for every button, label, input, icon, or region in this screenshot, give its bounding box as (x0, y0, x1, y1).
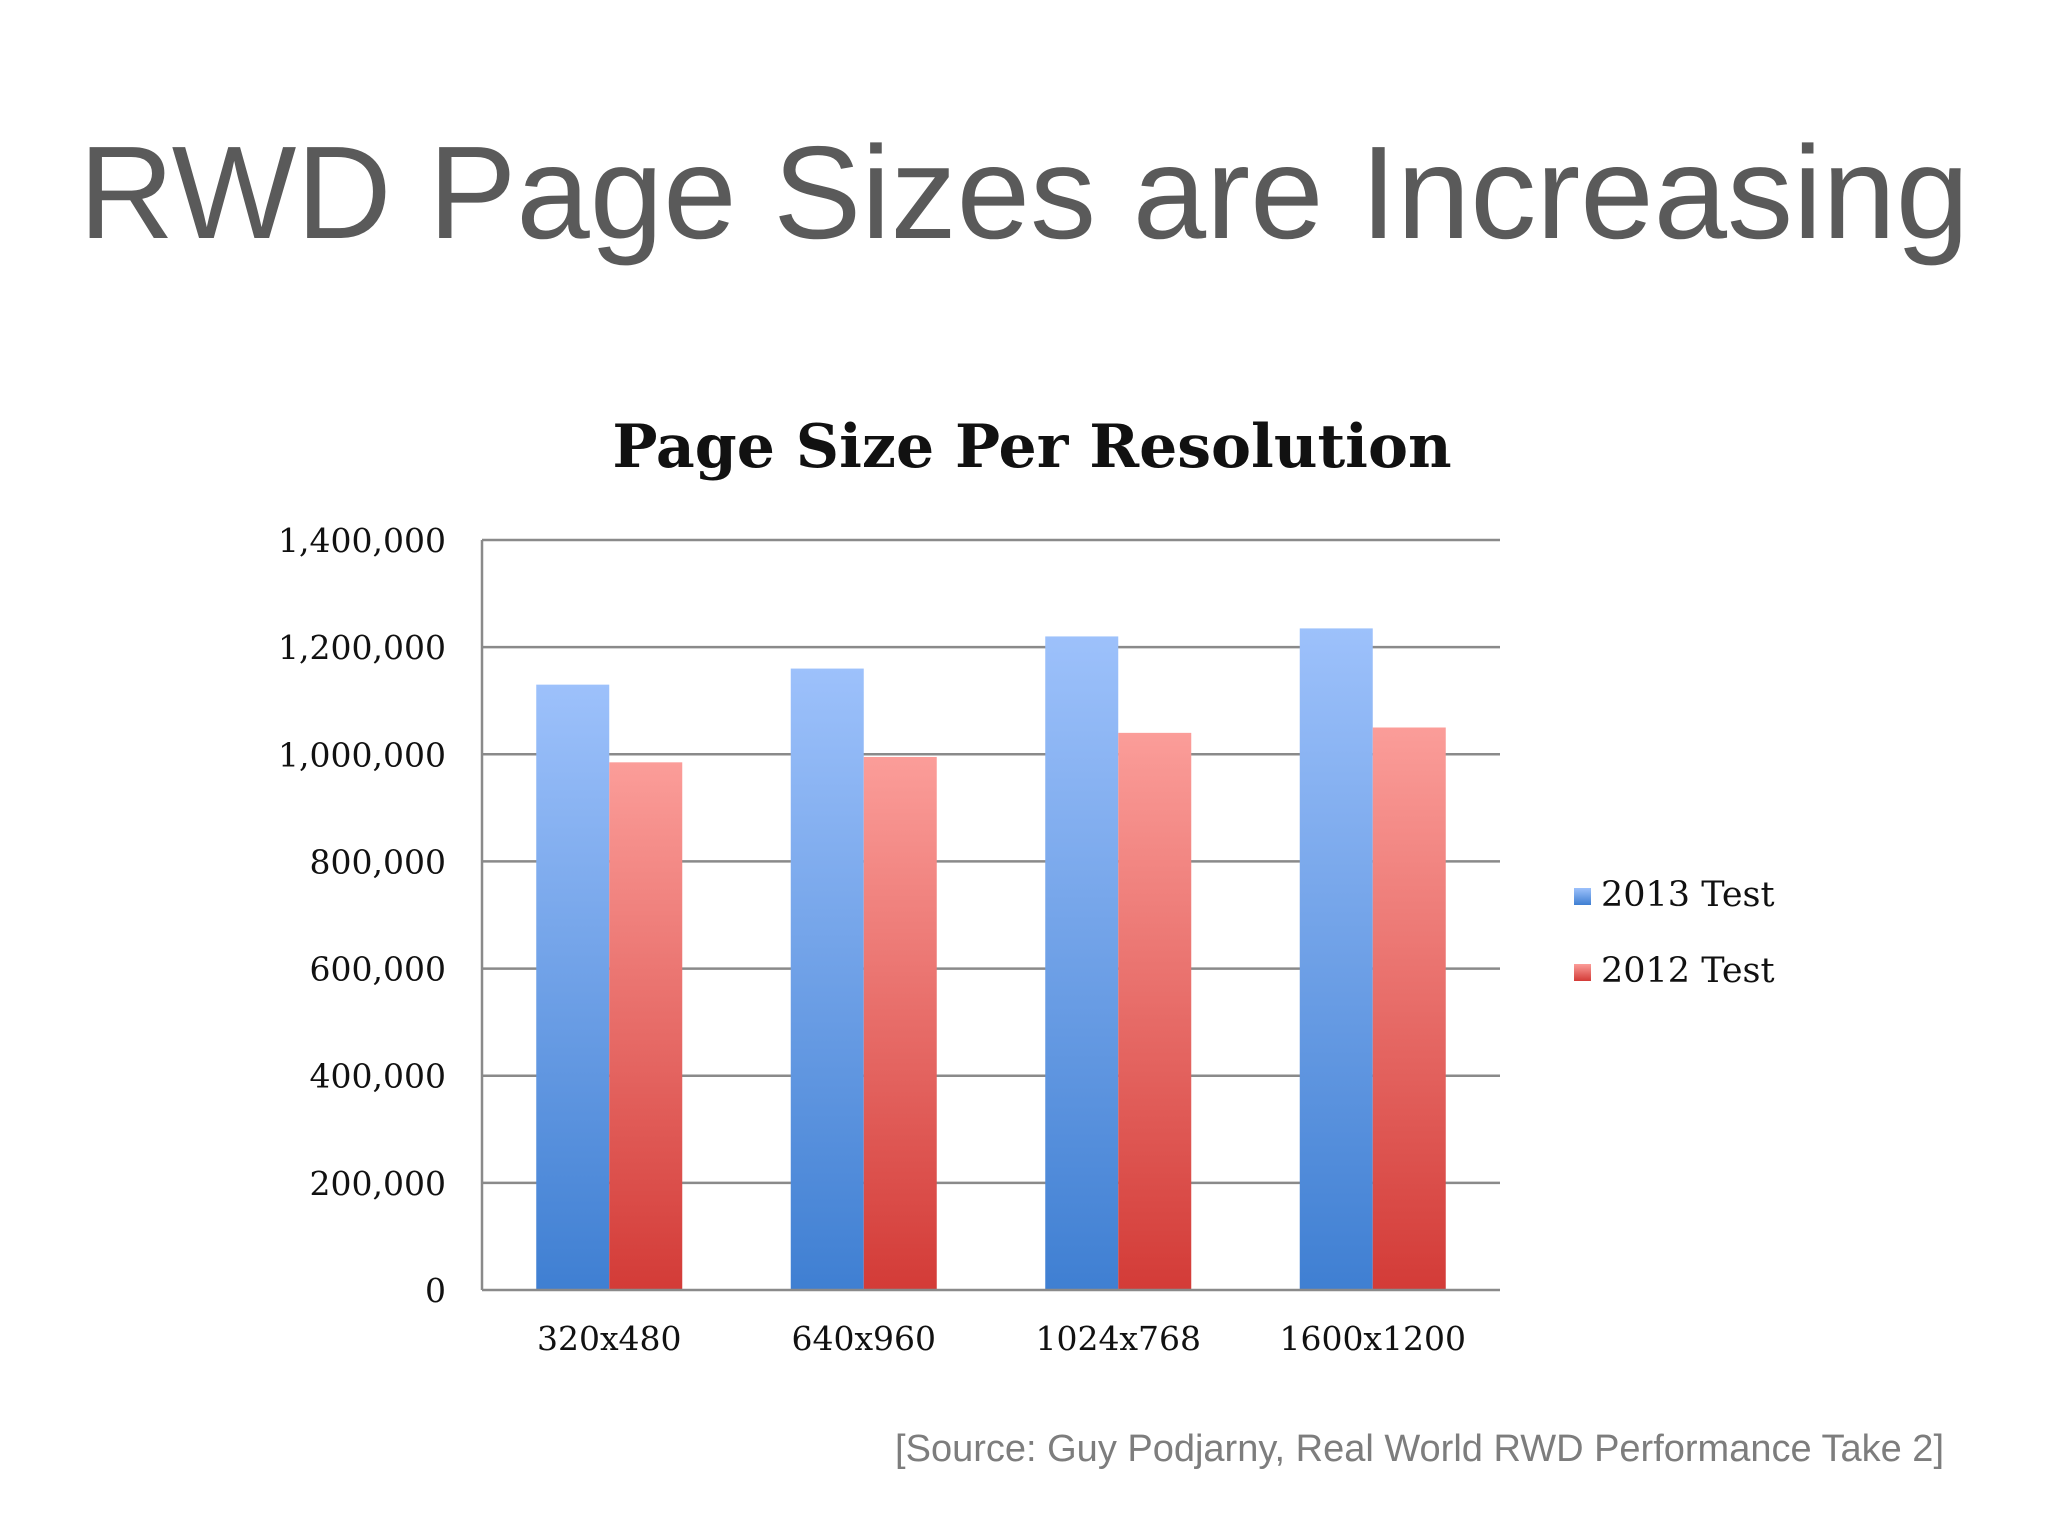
y-tick-label: 800,000 (310, 842, 446, 881)
x-tick-label: 640x960 (791, 1319, 936, 1358)
bar-2013-3 (1299, 628, 1373, 1290)
x-tick-label: 320x480 (537, 1319, 682, 1358)
source-note: [Source: Guy Podjarny, Real World RWD Pe… (895, 1428, 1944, 1470)
x-tick-label: 1600x1200 (1279, 1319, 1466, 1358)
y-tick-label: 600,000 (310, 950, 446, 989)
bar-2013-1 (790, 668, 864, 1290)
bar-2012-0 (609, 762, 683, 1290)
legend-label: 2012 Test (1601, 951, 1775, 991)
y-tick-label: 400,000 (310, 1057, 446, 1096)
bar-2013-0 (536, 684, 610, 1290)
legend-label: 2013 Test (1601, 875, 1775, 915)
y-tick-label: 0 (425, 1271, 446, 1310)
bar-2012-3 (1372, 727, 1446, 1290)
y-tick-label: 1,000,000 (278, 735, 446, 774)
bar-2013-2 (1045, 636, 1119, 1290)
slide-title: RWD Page Sizes are Increasing (78, 119, 1970, 266)
y-tick-label: 1,400,000 (278, 521, 446, 560)
x-tick-label: 1024x768 (1035, 1319, 1201, 1358)
legend-swatch (1574, 964, 1591, 981)
chart-title: Page Size Per Resolution (612, 412, 1451, 482)
y-tick-label: 1,200,000 (278, 628, 446, 667)
bar-2012-2 (1118, 732, 1192, 1290)
legend-swatch (1574, 888, 1591, 905)
y-tick-label: 200,000 (310, 1164, 446, 1203)
bar-2012-1 (863, 756, 937, 1290)
